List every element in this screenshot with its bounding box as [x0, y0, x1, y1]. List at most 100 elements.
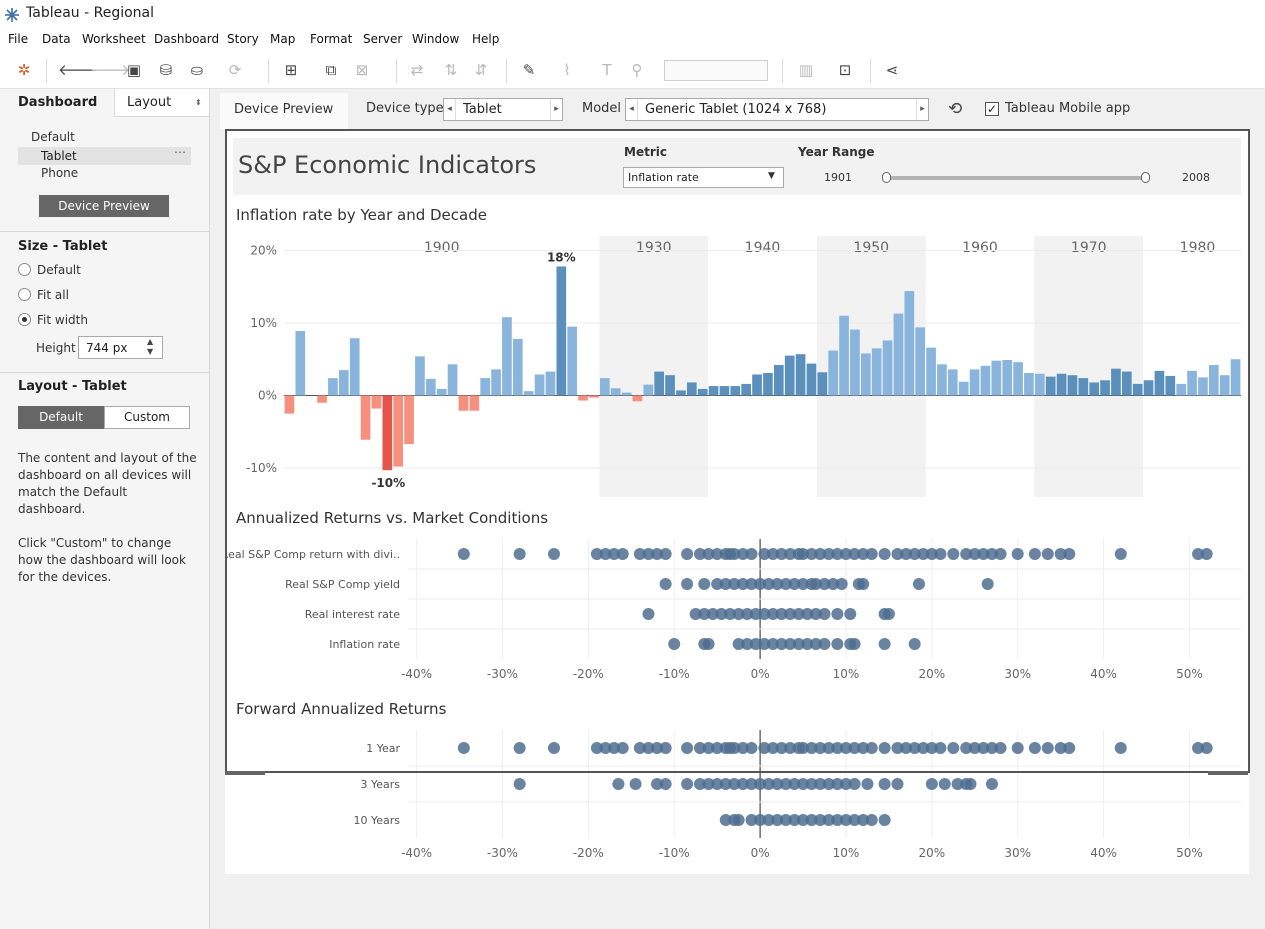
menu-map[interactable]: Map [270, 32, 296, 46]
data-point [1063, 742, 1076, 754]
data-point [659, 578, 672, 590]
previous-icon[interactable]: ◂ [444, 99, 456, 120]
x-tick-label: 20% [919, 846, 946, 860]
year-range-track[interactable] [886, 176, 1146, 180]
menu-format[interactable]: Format [310, 32, 353, 46]
data-point [831, 742, 844, 754]
tab-dashboard[interactable]: Dashboard [0, 89, 114, 117]
data-point [917, 742, 930, 754]
scatter-2-title: Forward Annualized Returns [236, 700, 447, 718]
data-point [801, 608, 814, 620]
data-point [1028, 742, 1041, 754]
data-point [839, 778, 852, 790]
device-type-select[interactable]: ◂ Tablet ▸ [443, 98, 563, 121]
data-point [547, 548, 560, 560]
menu-data[interactable]: Data [42, 32, 71, 46]
data-point [784, 638, 797, 650]
undo-icon[interactable]: 🡐 [58, 61, 99, 79]
presentation-mode-icon[interactable]: ⊡ [838, 61, 852, 79]
row-label: Real S&P Comp return with divi.. [225, 548, 400, 561]
bar [621, 392, 632, 396]
min-annotation: -10% [371, 476, 405, 490]
data-point [960, 742, 973, 754]
data-point [792, 638, 805, 650]
x-tick-label: 0% [751, 667, 770, 681]
bar [947, 369, 958, 396]
data-point [784, 742, 797, 754]
menu-story[interactable]: Story [227, 32, 259, 46]
data-point [457, 548, 470, 560]
data-point [693, 778, 706, 790]
mobile-app-checkbox[interactable]: ✓ [985, 102, 999, 116]
tableau-logo-icon[interactable]: ✲ [17, 61, 31, 79]
device-phone[interactable]: Phone [41, 166, 79, 180]
new-datasource-icon[interactable]: ⛁ [159, 61, 173, 79]
x-tick-label: -30% [487, 846, 518, 860]
device-preview-button[interactable]: Device Preview [39, 195, 169, 217]
height-stepper-icon[interactable]: ▲ ▼ [147, 337, 154, 356]
menu-help[interactable]: Help [472, 32, 500, 46]
data-point [681, 778, 694, 790]
data-point [848, 638, 861, 650]
menu-file[interactable]: File [8, 32, 29, 46]
title-bar: Tableau - Regional [0, 0, 1265, 29]
save-icon[interactable]: ▣ [126, 61, 142, 79]
rotate-device-icon[interactable]: ⟲ [948, 99, 963, 119]
data-point [844, 608, 857, 620]
share-icon[interactable]: ⋖ [885, 61, 899, 79]
sort-descending-icon[interactable]: ⇵ [474, 61, 488, 79]
fix-axes-icon[interactable]: ⚲ [631, 61, 643, 79]
data-point [659, 778, 672, 790]
height-input[interactable]: 744 px ▲ ▼ [78, 336, 163, 359]
menu-dashboard[interactable]: Dashboard [154, 32, 220, 46]
data-point [771, 814, 784, 826]
duplicate-sheet-icon[interactable]: ⧉ [325, 61, 337, 79]
next-icon[interactable]: ▸ [550, 99, 562, 120]
year-range-min-handle[interactable] [882, 172, 891, 183]
x-tick-label: 30% [1004, 667, 1031, 681]
show-me-icon[interactable]: ▥ [798, 61, 814, 79]
metric-dropdown[interactable]: Inflation rate ▼ [623, 167, 784, 188]
pause-updates-icon[interactable]: ⛀ [190, 61, 204, 79]
clear-sheet-icon[interactable]: ⊠ [355, 61, 369, 79]
size-option-default[interactable]: Default [18, 263, 81, 277]
redo-icon[interactable]: 🡒 [90, 61, 131, 79]
bar [349, 338, 360, 396]
layout-default-button[interactable]: Default [18, 406, 104, 429]
previous-icon[interactable]: ◂ [626, 99, 638, 120]
new-worksheet-icon[interactable]: ⊞ [284, 61, 298, 79]
swap-axes-icon[interactable]: ⇄ [410, 61, 424, 79]
menu-worksheet[interactable]: Worksheet [82, 32, 146, 46]
menu-window[interactable]: Window [412, 32, 460, 46]
year-range-max-handle[interactable] [1141, 172, 1150, 183]
device-preview-tab[interactable]: Device Preview [220, 93, 348, 129]
next-icon[interactable]: ▸ [916, 99, 928, 120]
menu-bar: File Data Worksheet Dashboard Story Map … [0, 29, 1265, 51]
data-point [728, 778, 741, 790]
bar [1089, 382, 1100, 396]
size-option-fit-width[interactable]: Fit width [18, 313, 88, 327]
inflation-bar-chart: 19001930194019501960197019801990200020%1… [246, 236, 1241, 497]
group-members-icon[interactable]: ⌇ [563, 61, 571, 79]
more-options-icon[interactable]: ⋯ [174, 145, 186, 159]
menu-server[interactable]: Server [363, 32, 403, 46]
refresh-icon[interactable]: ⟳ [228, 61, 242, 79]
device-tablet-row[interactable]: Tablet ⋯ [18, 145, 191, 165]
layout-custom-button[interactable]: Custom [104, 406, 190, 429]
data-point [766, 608, 779, 620]
data-point [848, 778, 861, 790]
size-option-fit-all[interactable]: Fit all [18, 288, 69, 302]
data-point [831, 814, 844, 826]
model-select[interactable]: ◂ Generic Tablet (1024 x 768) ▸ [625, 98, 929, 121]
fit-dropdown[interactable] [664, 60, 768, 81]
data-point [745, 548, 758, 560]
bar [752, 374, 762, 396]
highlight-icon[interactable]: ✎ [522, 61, 536, 79]
device-default[interactable]: Default [31, 130, 75, 144]
data-point [857, 578, 870, 590]
layout-help-text-2: Click "Custom" to change how the dashboa… [18, 536, 186, 584]
data-point [809, 638, 822, 650]
sort-ascending-icon[interactable]: ⇅ [444, 61, 458, 79]
tab-layout[interactable]: Layout ⬍ [114, 89, 209, 117]
show-labels-icon[interactable]: T [602, 61, 612, 79]
